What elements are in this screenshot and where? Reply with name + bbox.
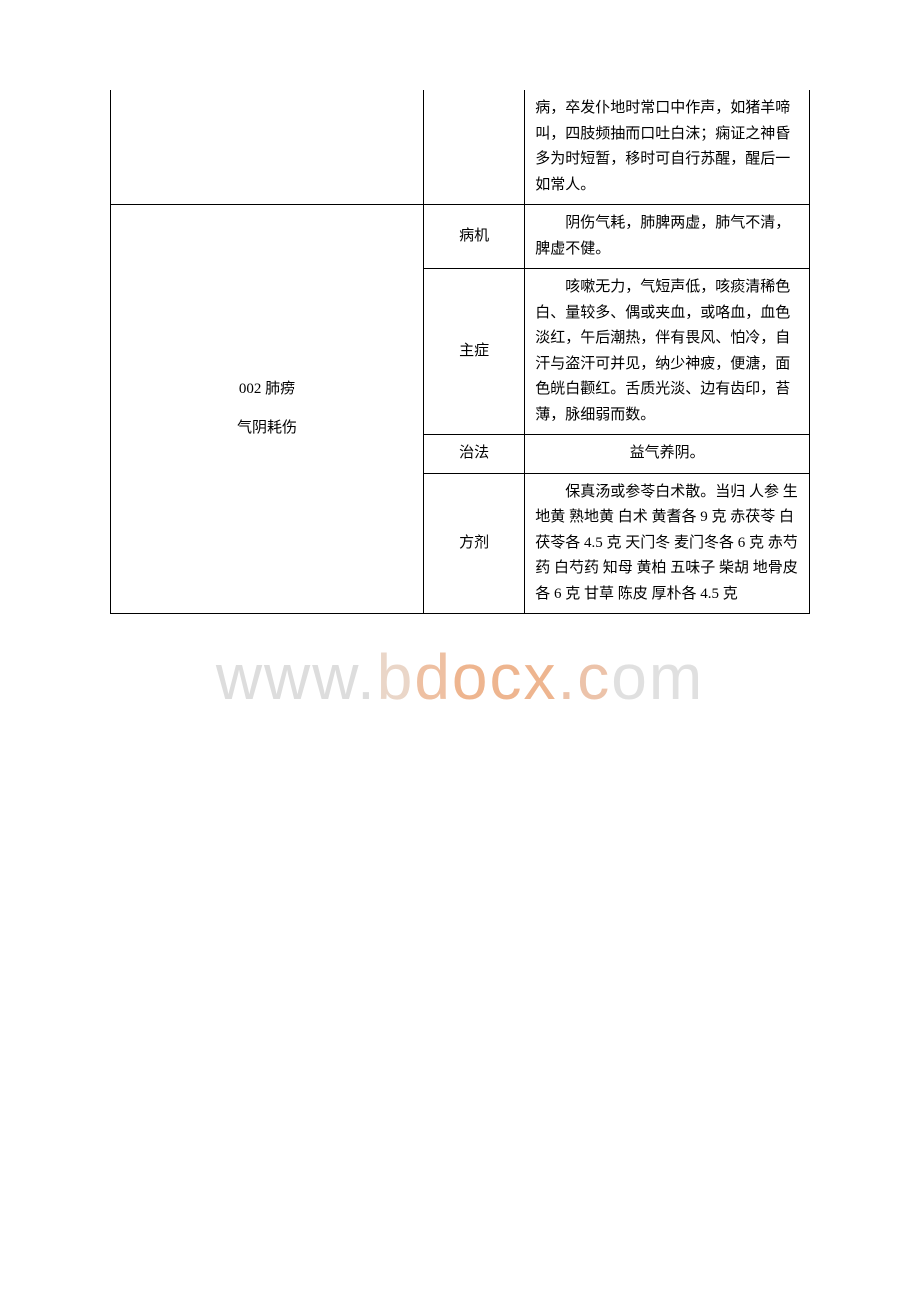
table-row: 002 肺痨 气阴耗伤 病机 阴伤气耗，肺脾两虚，肺气不清，脾虚不健。: [111, 205, 810, 269]
page: 病，卒发仆地时常口中作声，如猪羊啼叫，四肢频抽而口吐白沫；痫证之神昏多为时短暂，…: [0, 0, 920, 704]
cell-left-empty: [111, 90, 424, 205]
cell-right: 保真汤或参苓白术散。当归 人参 生地黄 熟地黄 白术 黄耆各 9 克 赤茯苓 白…: [525, 473, 810, 614]
cell-text: 益气养阴。: [630, 445, 705, 461]
cell-mid: 主症: [424, 269, 525, 435]
cell-right: 益气养阴。: [525, 435, 810, 474]
row-label: 方剂: [459, 535, 489, 551]
cell-right-prev: 病，卒发仆地时常口中作声，如猪羊啼叫，四肢频抽而口吐白沫；痫证之神昏多为时短暂，…: [525, 90, 810, 205]
cell-text: 病，卒发仆地时常口中作声，如猪羊啼叫，四肢频抽而口吐白沫；痫证之神昏多为时短暂，…: [535, 100, 790, 193]
disease-code-title: 002 肺痨: [115, 377, 419, 403]
cell-mid: 病机: [424, 205, 525, 269]
row-label: 主症: [459, 343, 489, 359]
row-label: 病机: [459, 228, 489, 244]
row-label: 治法: [459, 445, 489, 461]
main-table: 病，卒发仆地时常口中作声，如猪羊啼叫，四肢频抽而口吐白沫；痫证之神昏多为时短暂，…: [110, 90, 810, 614]
cell-mid: 治法: [424, 435, 525, 474]
table-row: 病，卒发仆地时常口中作声，如猪羊啼叫，四肢频抽而口吐白沫；痫证之神昏多为时短暂，…: [111, 90, 810, 205]
cell-right: 咳嗽无力，气短声低，咳痰清稀色白、量较多、偶或夹血，或咯血，血色淡红，午后潮热，…: [525, 269, 810, 435]
cell-mid-empty: [424, 90, 525, 205]
disease-subtype: 气阴耗伤: [237, 420, 297, 436]
cell-right: 阴伤气耗，肺脾两虚，肺气不清，脾虚不健。: [525, 205, 810, 269]
cell-left-title: 002 肺痨 气阴耗伤: [111, 205, 424, 614]
cell-text: 保真汤或参苓白术散。当归 人参 生地黄 熟地黄 白术 黄耆各 9 克 赤茯苓 白…: [535, 480, 799, 608]
cell-text: 咳嗽无力，气短声低，咳痰清稀色白、量较多、偶或夹血，或咯血，血色淡红，午后潮热，…: [535, 275, 799, 428]
cell-mid: 方剂: [424, 473, 525, 614]
cell-text: 阴伤气耗，肺脾两虚，肺气不清，脾虚不健。: [535, 211, 799, 262]
